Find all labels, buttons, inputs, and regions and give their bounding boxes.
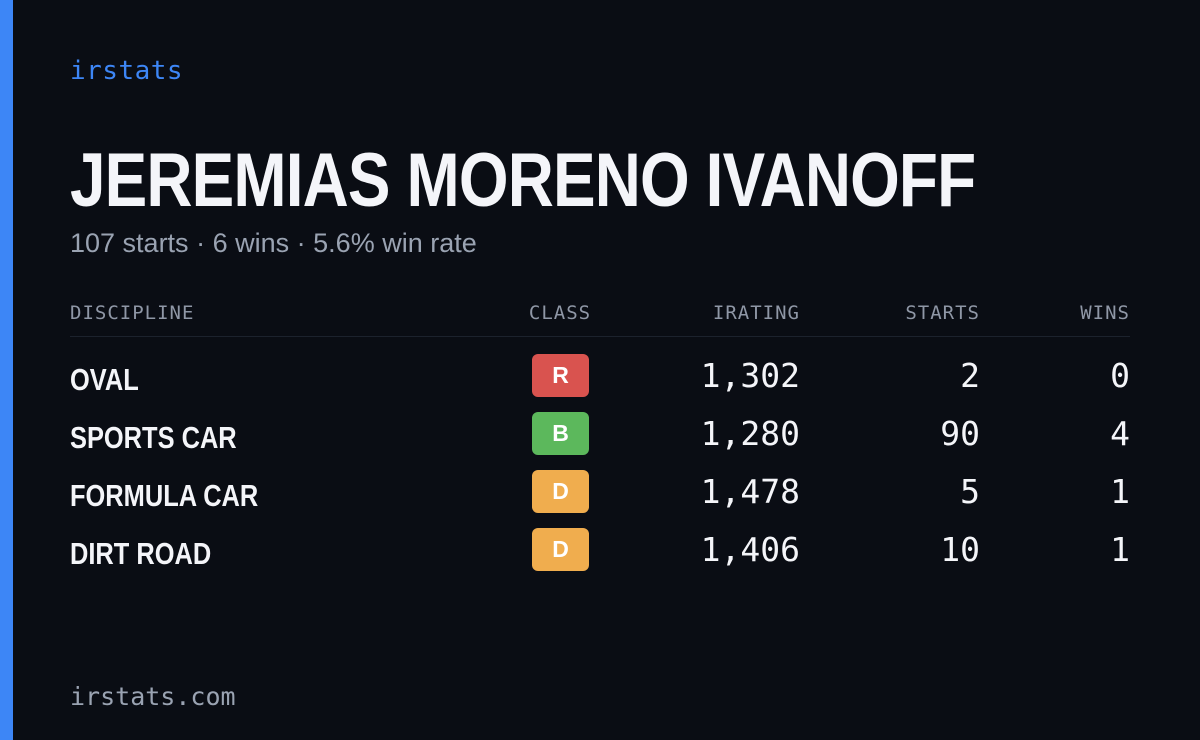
row-irating: 1,280 [700, 414, 800, 453]
row-starts: 2 [960, 356, 980, 395]
summary-separator: · [296, 228, 306, 258]
header-class: CLASS [528, 302, 592, 324]
player-summary: 107 starts · 6 wins · 5.6% win rate [70, 228, 477, 259]
row-wins: 1 [1110, 530, 1130, 569]
summary-win-rate: 5.6% win rate [313, 228, 477, 258]
footer-domain: irstats.com [70, 682, 236, 711]
row-wins: 4 [1110, 414, 1130, 453]
row-discipline: SPORTS CAR [70, 420, 237, 455]
row-irating: 1,302 [700, 356, 800, 395]
class-badge: D [532, 528, 589, 571]
header-discipline: DISCIPLINE [70, 302, 195, 324]
summary-separator: · [196, 228, 206, 258]
row-starts: 90 [940, 414, 980, 453]
class-badge: R [532, 354, 589, 397]
row-wins: 1 [1110, 472, 1130, 511]
row-discipline: DIRT ROAD [70, 536, 212, 571]
row-wins: 0 [1110, 356, 1130, 395]
summary-starts: 107 starts [70, 228, 189, 258]
class-badge: D [532, 470, 589, 513]
accent-bar [0, 0, 13, 740]
row-starts: 10 [940, 530, 980, 569]
player-name: JEREMIAS MORENO IVANOFF [70, 138, 976, 223]
stats-table-body: OVAL R 1,302 2 0 SPORTS CAR B 1,280 90 4… [70, 350, 1130, 582]
table-row: DIRT ROAD D 1,406 10 1 [70, 524, 1130, 582]
row-discipline: FORMULA CAR [70, 478, 259, 513]
row-irating: 1,406 [700, 530, 800, 569]
row-starts: 5 [960, 472, 980, 511]
header-starts: STARTS [905, 302, 980, 324]
table-row: OVAL R 1,302 2 0 [70, 350, 1130, 408]
row-discipline: OVAL [70, 362, 139, 397]
table-row: SPORTS CAR B 1,280 90 4 [70, 408, 1130, 466]
stats-table-header: DISCIPLINE CLASS IRATING STARTS WINS [70, 300, 1130, 337]
table-row: FORMULA CAR D 1,478 5 1 [70, 466, 1130, 524]
class-badge: B [532, 412, 589, 455]
header-irating: IRATING [712, 302, 800, 324]
header-wins: WINS [1080, 302, 1130, 324]
summary-wins: 6 wins [212, 228, 290, 258]
brand-logo-text: irstats [70, 56, 184, 86]
row-irating: 1,478 [700, 472, 800, 511]
